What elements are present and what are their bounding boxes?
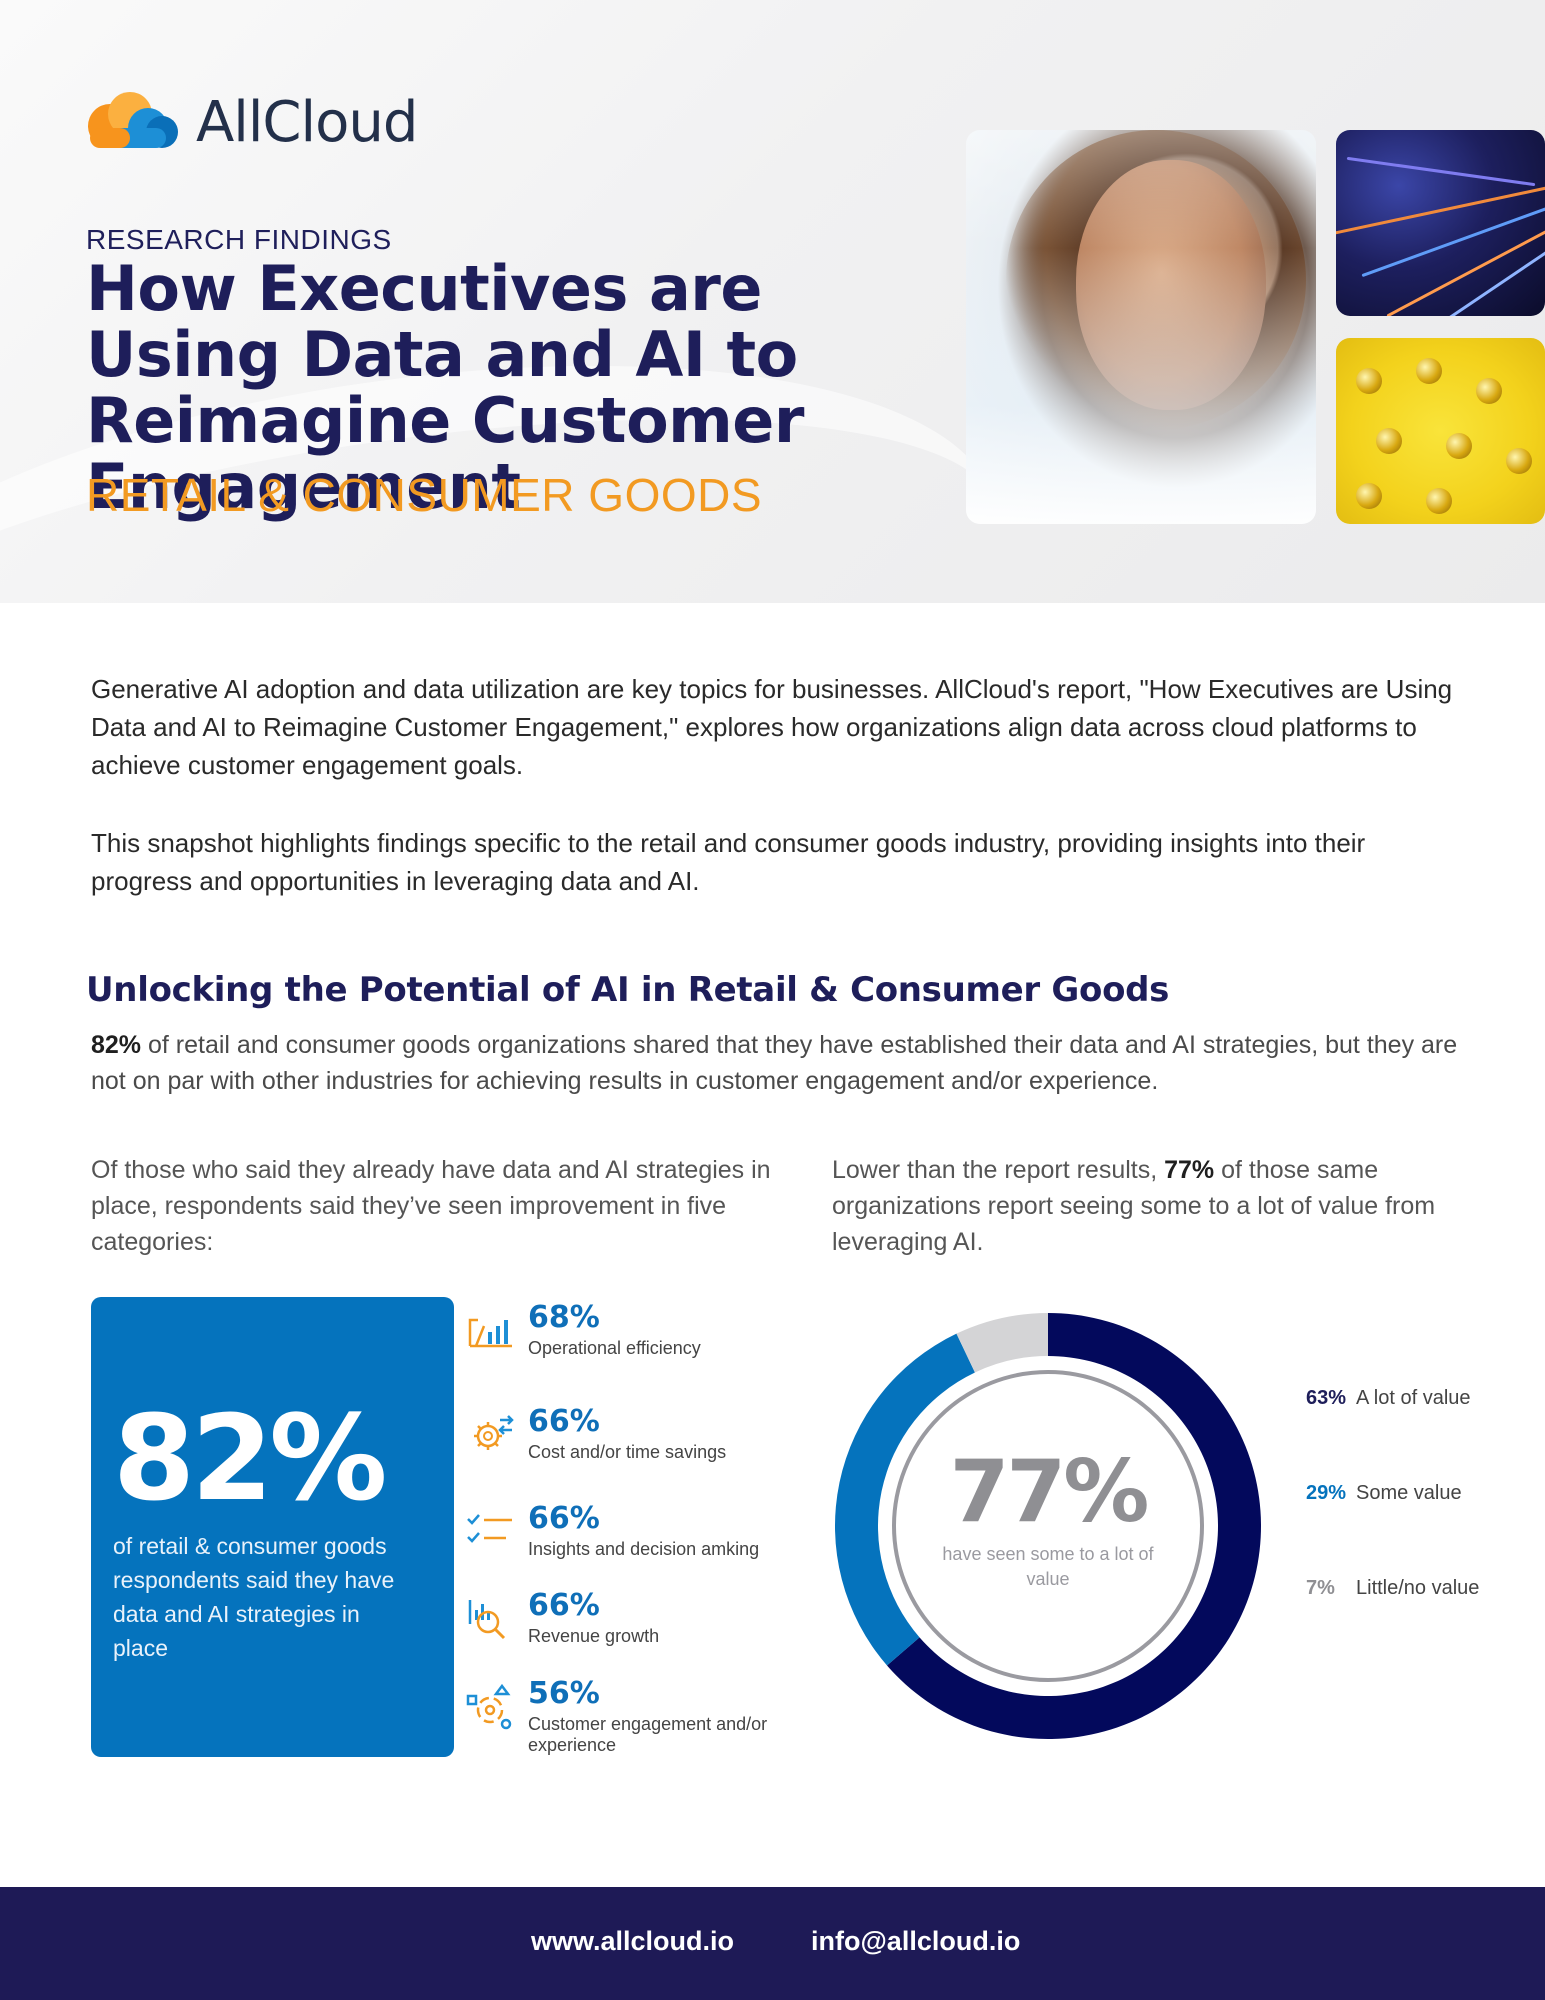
bar-chart-icon bbox=[468, 1318, 512, 1348]
stat-label: Customer engagement and/or experience bbox=[528, 1714, 768, 1755]
donut-center-caption: have seen some to a lot of value bbox=[942, 1544, 1154, 1589]
stat-percent: 68% bbox=[528, 1300, 600, 1335]
light-streak bbox=[1361, 205, 1545, 278]
stat-label: Insights and decision amking bbox=[528, 1539, 760, 1559]
light-streak bbox=[1336, 185, 1545, 238]
big-stat-value: 82% bbox=[113, 1389, 387, 1527]
legend-label: A lot of value bbox=[1356, 1387, 1471, 1409]
legend-item-some-value: 29% Some value bbox=[1306, 1482, 1462, 1505]
donut-slice-a-lot bbox=[887, 1313, 1261, 1739]
research-kicker: RESEARCH FINDINGS bbox=[86, 224, 392, 255]
photo-object bbox=[1426, 488, 1452, 514]
photo-object bbox=[1446, 433, 1472, 459]
section-summary: 82% of retail and consumer goods organiz… bbox=[91, 1027, 1471, 1099]
big-stat-card: 82% of retail & consumer goods responden… bbox=[91, 1297, 454, 1757]
light-streak bbox=[1409, 247, 1545, 316]
woman-photo bbox=[966, 130, 1316, 524]
photo-object bbox=[1506, 448, 1532, 474]
stat-item-operational-efficiency: 68% Operational efficiency bbox=[466, 1300, 796, 1376]
stat-percent: 66% bbox=[528, 1501, 600, 1536]
photo-object bbox=[1356, 483, 1382, 509]
summary-text: of retail and consumer goods organizatio… bbox=[91, 1031, 1458, 1095]
donut-slice-some bbox=[835, 1333, 975, 1666]
stat-item-revenue-growth: 66% Revenue growth bbox=[466, 1588, 796, 1664]
stat-percent: 66% bbox=[528, 1404, 600, 1439]
page-title: How Executives are Using Data and AI to … bbox=[86, 252, 804, 523]
gear-arrows-icon bbox=[474, 1415, 514, 1450]
photo-object bbox=[1376, 428, 1402, 454]
industry-subtitle: RETAIL & CONSUMER GOODS bbox=[86, 469, 763, 521]
legend-item-little-no-value: 7% Little/no value bbox=[1306, 1577, 1479, 1600]
legend-percent: 29% bbox=[1306, 1482, 1347, 1504]
logo-wordmark: AllCloud bbox=[196, 89, 418, 155]
fiber-optics-photo bbox=[1336, 130, 1545, 316]
photo-glass-overlay bbox=[966, 130, 1316, 524]
light-streak bbox=[1346, 156, 1536, 187]
stat-label: Operational efficiency bbox=[528, 1338, 701, 1358]
stat-item-insights: 66% Insights and decision amking bbox=[466, 1501, 796, 1577]
donut-center-value: 77% bbox=[949, 1442, 1150, 1542]
legend-label: Some value bbox=[1356, 1482, 1462, 1504]
big-stat-text: of retail & consumer goods respondents s… bbox=[113, 1533, 395, 1661]
stat-item-customer-engagement: 56% Customer engagement and/or experienc… bbox=[466, 1676, 796, 1755]
summary-highlight: 82% bbox=[91, 1031, 142, 1059]
stat-percent: 66% bbox=[528, 1588, 600, 1623]
yellow-objects-photo bbox=[1336, 338, 1545, 524]
allcloud-logo: AllCloud bbox=[86, 88, 418, 156]
intro-paragraph-1: Generative AI adoption and data utilizat… bbox=[91, 674, 1453, 780]
footer-website-link[interactable]: www.allcloud.io bbox=[531, 1926, 735, 1956]
legend-percent: 7% bbox=[1306, 1577, 1335, 1599]
stat-label: Cost and/or time savings bbox=[528, 1442, 727, 1462]
right-text-bold: 77% bbox=[1164, 1156, 1215, 1184]
photo-object bbox=[1356, 368, 1382, 394]
checklist-icon bbox=[467, 1514, 512, 1543]
right-text-post: of those same organizations report seein… bbox=[832, 1156, 1436, 1256]
left-column-text: Of those who said they already have data… bbox=[91, 1156, 771, 1256]
section-title: Unlocking the Potential of AI in Retail … bbox=[86, 970, 1170, 1010]
photo-object bbox=[1476, 378, 1502, 404]
legend-percent: 63% bbox=[1306, 1387, 1347, 1409]
donut-inner-ring bbox=[892, 1370, 1204, 1682]
photo-object bbox=[1416, 358, 1442, 384]
right-text-pre: Lower than the report results, bbox=[832, 1156, 1165, 1184]
legend-label: Little/no value bbox=[1356, 1577, 1480, 1599]
stat-percent: 56% bbox=[528, 1676, 600, 1711]
stat-label: Revenue growth bbox=[528, 1626, 660, 1646]
engagement-icon bbox=[466, 1683, 512, 1730]
stat-item-cost-savings: 66% Cost and/or time savings bbox=[466, 1404, 796, 1480]
intro-paragraph-2: This snapshot highlights findings specif… bbox=[91, 828, 1366, 896]
footer-bar bbox=[0, 1887, 1545, 2000]
donut-slice-little bbox=[956, 1313, 1048, 1373]
value-donut-chart bbox=[835, 1313, 1261, 1739]
footer-email-link[interactable]: info@allcloud.io bbox=[811, 1926, 1021, 1956]
magnifier-chart-icon bbox=[468, 1600, 506, 1640]
legend-item-a-lot-of-value: 63% A lot of value bbox=[1306, 1387, 1471, 1410]
right-column-text: Lower than the report results, 77% of th… bbox=[832, 1152, 1472, 1260]
cloud-logo-icon bbox=[88, 92, 178, 148]
